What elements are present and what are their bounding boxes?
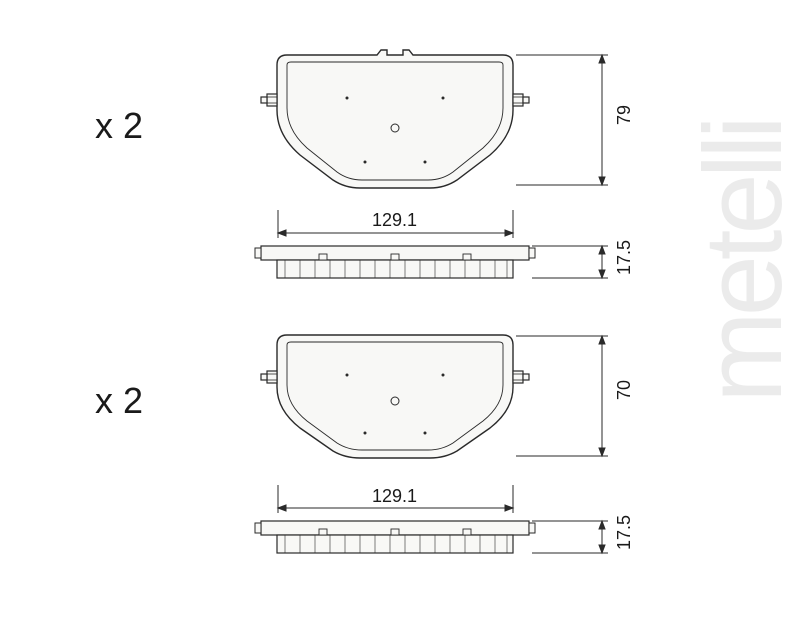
dim-height-pad-bottom: 70 [614,380,635,400]
brake-pad-top-face [261,50,529,188]
brake-pad-top-side [255,246,535,278]
brake-pad-bottom-face [261,335,529,458]
drawing-canvas: x 2 x 2 129.1 129.1 79 17.5 70 17.5 mete… [0,0,800,622]
quantity-label-top: x 2 [95,105,143,147]
quantity-label-bottom: x 2 [95,380,143,422]
dim-thickness-top: 17.5 [614,240,635,275]
technical-drawing [0,0,800,622]
dim-height-pad-top: 79 [614,105,635,125]
dim-thickness-bottom: 17.5 [614,515,635,550]
dim-width-top: 129.1 [372,210,417,231]
brake-pad-bottom-side [255,521,535,553]
dim-width-bottom: 129.1 [372,486,417,507]
